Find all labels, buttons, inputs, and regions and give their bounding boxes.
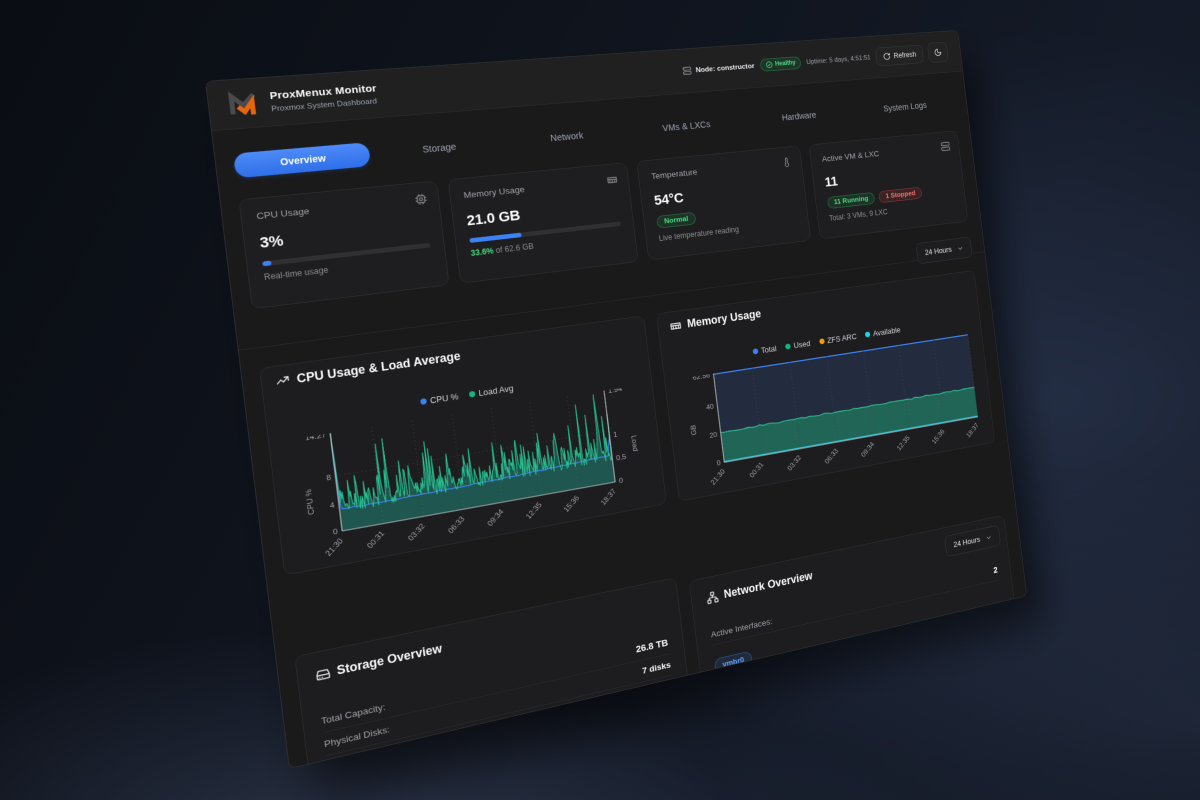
svg-text:03:32: 03:32: [406, 522, 427, 543]
svg-text:09:34: 09:34: [859, 440, 875, 458]
svg-text:06:33: 06:33: [446, 514, 466, 535]
svg-text:00:31: 00:31: [365, 529, 386, 550]
svg-text:Load: Load: [630, 435, 640, 453]
svg-text:1.94: 1.94: [607, 385, 622, 395]
svg-text:18:37: 18:37: [599, 487, 618, 507]
svg-text:21:30: 21:30: [323, 536, 345, 557]
svg-text:14.27: 14.27: [304, 430, 326, 442]
svg-text:4: 4: [329, 500, 335, 510]
svg-text:12:35: 12:35: [524, 500, 544, 520]
svg-text:03:32: 03:32: [786, 453, 803, 472]
svg-text:18:37: 18:37: [965, 421, 980, 439]
svg-text:0: 0: [618, 476, 623, 485]
svg-text:09:34: 09:34: [485, 507, 505, 527]
svg-text:40: 40: [706, 402, 715, 411]
svg-text:62.56: 62.56: [692, 371, 710, 382]
svg-text:06:33: 06:33: [823, 447, 840, 466]
svg-text:15:36: 15:36: [930, 427, 946, 445]
svg-text:15:36: 15:36: [562, 494, 581, 514]
svg-text:1: 1: [613, 430, 618, 439]
svg-text:12:35: 12:35: [895, 434, 911, 452]
svg-text:0.5: 0.5: [616, 452, 627, 462]
svg-text:0: 0: [716, 458, 721, 467]
svg-text:GB: GB: [689, 424, 698, 436]
svg-text:00:31: 00:31: [748, 460, 765, 479]
svg-text:CPU %: CPU %: [303, 488, 316, 516]
svg-text:8: 8: [326, 473, 332, 483]
svg-text:21:30: 21:30: [709, 467, 727, 486]
svg-text:20: 20: [709, 430, 718, 440]
svg-text:0: 0: [333, 527, 339, 537]
